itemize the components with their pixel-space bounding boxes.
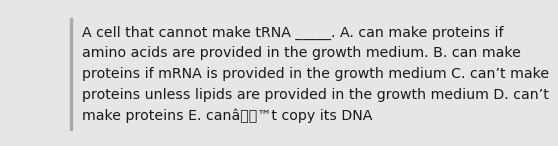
Text: proteins if mRNA is provided in the growth medium C. can’t make: proteins if mRNA is provided in the grow… — [82, 67, 549, 81]
Text: amino acids are provided in the growth medium. B. can make: amino acids are provided in the growth m… — [82, 46, 521, 60]
Text: make proteins E. canâ™t copy its DNA: make proteins E. canâ™t copy its DNA — [82, 109, 372, 123]
Text: A cell that cannot make tRNA _____. A. can make proteins if: A cell that cannot make tRNA _____. A. c… — [82, 25, 503, 40]
Text: proteins unless lipids are provided in the growth medium D. can’t: proteins unless lipids are provided in t… — [82, 88, 549, 102]
Bar — [70, 18, 72, 130]
